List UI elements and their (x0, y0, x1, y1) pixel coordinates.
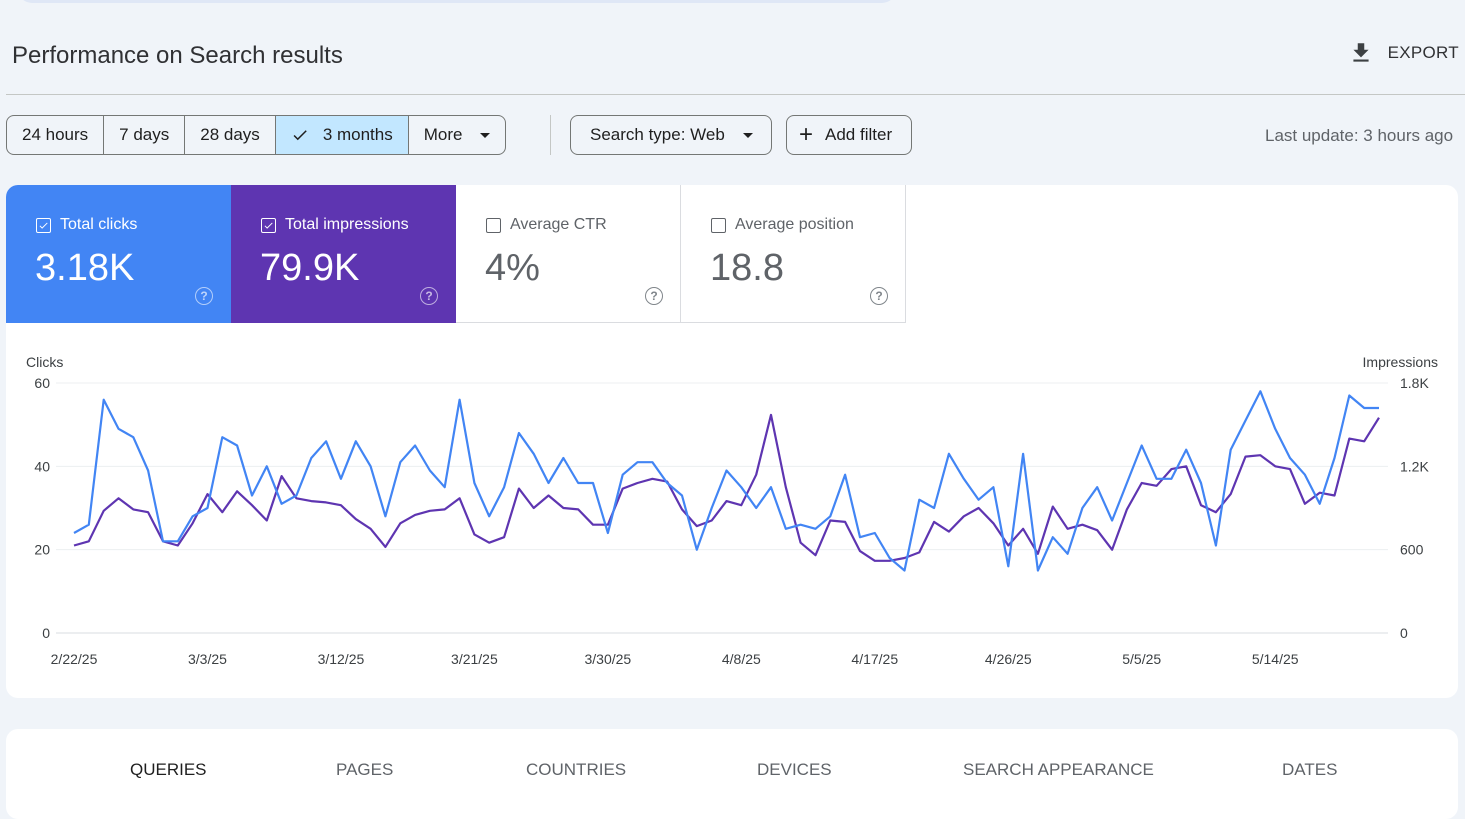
metric-label: Average position (735, 216, 854, 233)
dimension-tabs: QUERIES PAGES COUNTRIES DEVICES SEARCH A… (6, 729, 1458, 819)
range-label: 24 hours (22, 125, 89, 144)
checkbox-checked-icon[interactable] (36, 217, 51, 233)
header-divider (6, 94, 1465, 95)
checkbox-unchecked-icon[interactable] (486, 217, 501, 233)
x-tick-label: 5/14/25 (1252, 651, 1299, 667)
help-icon[interactable]: ? (645, 287, 663, 305)
tab-countries[interactable]: COUNTRIES (526, 760, 627, 779)
metric-average-position[interactable]: Average position 18.8 ? (681, 185, 906, 323)
x-tick-label: 2/22/25 (51, 651, 98, 667)
metric-total-impressions[interactable]: Total impressions 79.9K ? (231, 185, 456, 323)
metric-value: 18.8 (710, 247, 784, 289)
right-tick-label: 1.8K (1400, 375, 1429, 391)
tab-devices[interactable]: DEVICES (757, 760, 832, 779)
x-tick-label: 3/12/25 (318, 651, 365, 667)
x-tick-label: 3/30/25 (585, 651, 632, 667)
left-tick-label: 20 (34, 542, 50, 558)
x-tick-label: 3/3/25 (188, 651, 227, 667)
search-type-dropdown[interactable]: Search type: Web (570, 115, 772, 155)
metric-label: Total impressions (285, 216, 409, 233)
range-3-months[interactable]: 3 months (275, 116, 409, 154)
check-icon (293, 130, 307, 141)
tab-pages[interactable]: PAGES (336, 760, 394, 779)
chevron-down-icon (480, 132, 491, 138)
performance-line-chart[interactable]: Clicks Impressions 0 0 20 600 40 1.2K 60 1.8K 2/… (6, 345, 1458, 685)
add-filter-button[interactable]: + Add filter (786, 115, 913, 155)
series-line-total-clicks[interactable] (73, 390, 1379, 572)
checkbox-checked-icon[interactable] (261, 217, 276, 233)
add-filter-label: Add filter (825, 125, 893, 144)
right-tick-label: 0 (1400, 625, 1408, 641)
range-label: 7 days (119, 125, 170, 144)
tab-dates[interactable]: DATES (1282, 760, 1338, 779)
range-7-days[interactable]: 7 days (104, 116, 186, 154)
range-more-dropdown[interactable]: More (409, 116, 506, 154)
metric-value: 79.9K (260, 247, 360, 289)
metric-total-clicks[interactable]: Total clicks 3.18K ? (6, 185, 231, 323)
range-28-days[interactable]: 28 days (185, 116, 276, 154)
metric-label: Total clicks (60, 216, 138, 233)
x-tick-label: 3/21/25 (451, 651, 498, 667)
performance-card: Total clicks 3.18K ? Total impressions 7… (6, 185, 1458, 698)
x-tick-label: 4/26/25 (985, 651, 1032, 667)
right-tick-label: 1.2K (1400, 458, 1429, 474)
checkbox-unchecked-icon[interactable] (711, 217, 726, 233)
right-axis-title: Impressions (1363, 354, 1438, 370)
metric-value: 4% (485, 247, 540, 289)
help-icon[interactable]: ? (420, 287, 438, 305)
range-24-hours[interactable]: 24 hours (7, 116, 105, 154)
date-range-selector: 24 hours 7 days 28 days 3 months More (6, 115, 507, 155)
metric-label: Average CTR (510, 216, 607, 233)
search-type-label: Search type: Web (590, 125, 725, 144)
x-tick-label: 4/17/25 (851, 651, 898, 667)
filter-separator (550, 115, 551, 155)
export-button[interactable]: EXPORT (1348, 40, 1459, 66)
range-label: 28 days (200, 125, 260, 144)
range-label: More (423, 125, 463, 144)
metric-value: 3.18K (35, 247, 135, 289)
tab-search-appearance[interactable]: SEARCH APPEARANCE (963, 760, 1154, 779)
left-tick-label: 60 (34, 375, 50, 391)
metric-average-ctr[interactable]: Average CTR 4% ? (456, 185, 681, 323)
top-search-bar-edge (18, 0, 896, 3)
tab-queries[interactable]: QUERIES (130, 760, 207, 779)
left-axis-title: Clicks (26, 354, 63, 370)
page-title: Performance on Search results (12, 42, 343, 69)
right-tick-label: 600 (1400, 542, 1424, 558)
plus-icon: + (799, 121, 814, 148)
download-icon (1353, 43, 1369, 62)
last-update-text: Last update: 3 hours ago (1265, 126, 1454, 145)
range-label: 3 months (322, 125, 393, 144)
chevron-down-icon (742, 132, 753, 138)
x-tick-label: 5/5/25 (1122, 651, 1161, 667)
left-tick-label: 40 (34, 458, 50, 474)
help-icon[interactable]: ? (195, 287, 213, 305)
series-line-total-impressions[interactable] (73, 413, 1380, 562)
export-label: EXPORT (1387, 43, 1459, 62)
x-tick-label: 4/8/25 (722, 651, 761, 667)
left-tick-label: 0 (42, 625, 50, 641)
help-icon[interactable]: ? (870, 287, 888, 305)
